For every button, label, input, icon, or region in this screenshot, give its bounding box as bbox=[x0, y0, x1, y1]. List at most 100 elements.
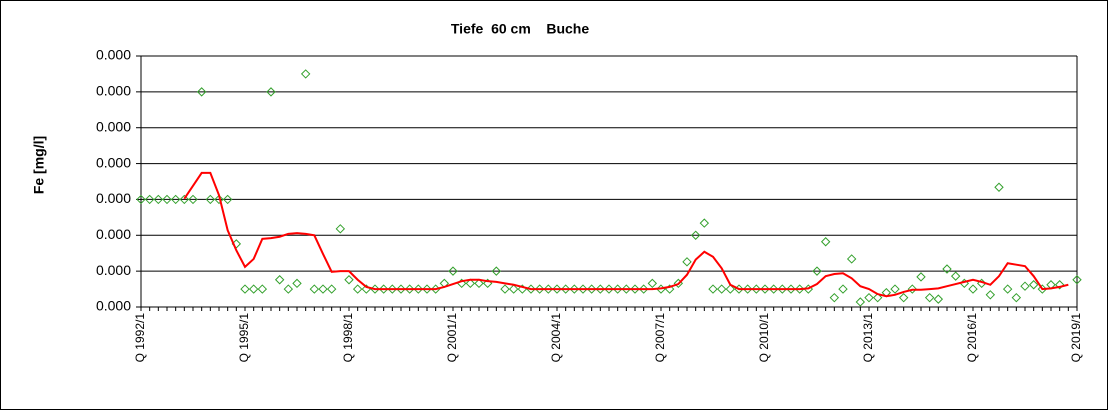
y-tick-label: 0.000 bbox=[96, 83, 131, 99]
data-point bbox=[179, 194, 190, 205]
data-point bbox=[534, 284, 545, 294]
data-point bbox=[578, 284, 588, 294]
data-point bbox=[491, 266, 502, 276]
data-point bbox=[136, 194, 146, 205]
data-point bbox=[292, 278, 302, 289]
data-point bbox=[396, 284, 406, 294]
data-point bbox=[942, 264, 952, 274]
data-point bbox=[950, 271, 961, 281]
data-point bbox=[638, 284, 649, 294]
data-point bbox=[422, 284, 432, 294]
data-point bbox=[1054, 280, 1065, 290]
x-tick-label: Q 2019/1 bbox=[1069, 313, 1083, 363]
data-point bbox=[1072, 275, 1082, 285]
data-point bbox=[690, 230, 701, 240]
data-point bbox=[162, 194, 172, 205]
data-point bbox=[968, 284, 978, 294]
data-point bbox=[205, 194, 216, 205]
data-point bbox=[465, 278, 476, 289]
x-tick-label: Q 2010/1 bbox=[757, 313, 771, 363]
data-point bbox=[890, 284, 900, 294]
data-point bbox=[985, 290, 996, 300]
data-point bbox=[222, 194, 233, 205]
x-tick-label: Q 2004/1 bbox=[549, 313, 563, 363]
data-point bbox=[751, 284, 762, 294]
data-point bbox=[760, 284, 770, 294]
x-tick-label: Q 2001/1 bbox=[445, 313, 459, 363]
data-point bbox=[708, 284, 718, 294]
y-axis-label: Fe [mg/l] bbox=[31, 136, 47, 194]
data-point bbox=[846, 254, 857, 264]
data-point bbox=[508, 284, 519, 294]
data-point bbox=[916, 272, 926, 282]
x-tick-label: Q 2013/1 bbox=[861, 313, 875, 363]
data-point bbox=[1028, 280, 1039, 290]
data-point bbox=[630, 284, 640, 294]
data-point bbox=[309, 284, 320, 294]
data-point bbox=[1011, 292, 1022, 303]
data-point bbox=[725, 284, 736, 294]
data-point bbox=[716, 284, 727, 294]
data-point bbox=[812, 266, 822, 276]
x-tick-label: Q 2016/1 bbox=[965, 313, 979, 363]
data-point bbox=[248, 284, 259, 294]
series-line bbox=[183, 171, 1069, 298]
data-point bbox=[240, 284, 250, 294]
data-point bbox=[933, 294, 944, 304]
data-point bbox=[621, 284, 632, 294]
x-tick-label: Q 2007/1 bbox=[653, 313, 667, 363]
x-tick-label: Q 1992/1 bbox=[133, 313, 147, 363]
data-point bbox=[500, 284, 510, 294]
data-point bbox=[326, 284, 337, 294]
data-point bbox=[820, 237, 831, 247]
chart-title: Tiefe 60 cm Buche bbox=[451, 21, 589, 37]
data-point bbox=[699, 218, 710, 228]
x-tick-label: Q 1998/1 bbox=[341, 313, 355, 363]
y-tick-label: 0.000 bbox=[96, 262, 131, 278]
data-point bbox=[448, 266, 458, 276]
data-point bbox=[768, 284, 779, 294]
data-point bbox=[387, 284, 398, 294]
y-tick-label: 0.000 bbox=[96, 47, 131, 63]
data-point bbox=[898, 292, 909, 303]
y-tick-label: 0.000 bbox=[96, 118, 131, 134]
data-point bbox=[318, 284, 328, 294]
data-point bbox=[1020, 281, 1030, 291]
data-point bbox=[266, 87, 276, 97]
data-point bbox=[214, 194, 224, 205]
data-point bbox=[604, 284, 614, 294]
data-point bbox=[552, 284, 562, 294]
data-point bbox=[612, 284, 623, 294]
data-point bbox=[283, 284, 294, 294]
data-point bbox=[153, 194, 164, 205]
data-point bbox=[560, 284, 571, 294]
data-point bbox=[274, 275, 285, 285]
y-tick-label: 0.000 bbox=[96, 190, 131, 206]
y-tick-label: 0.000 bbox=[96, 154, 131, 170]
data-point bbox=[872, 292, 883, 303]
data-point bbox=[742, 284, 753, 294]
data-point bbox=[196, 87, 207, 97]
data-point bbox=[994, 182, 1004, 192]
data-point bbox=[144, 194, 155, 205]
y-tick-label: 0.000 bbox=[96, 298, 131, 314]
data-point bbox=[777, 284, 788, 294]
data-point bbox=[335, 224, 346, 234]
data-point bbox=[378, 284, 389, 294]
data-point bbox=[257, 284, 268, 294]
data-point bbox=[595, 284, 606, 294]
data-point bbox=[907, 284, 918, 294]
data-point bbox=[647, 278, 658, 289]
data-point bbox=[543, 284, 554, 294]
data-point bbox=[786, 284, 796, 294]
x-tick-label: Q 1995/1 bbox=[237, 313, 251, 363]
data-point bbox=[413, 284, 424, 294]
y-tick-label: 0.000 bbox=[96, 226, 131, 242]
data-point bbox=[864, 292, 874, 303]
data-point bbox=[352, 284, 363, 294]
data-point bbox=[682, 257, 692, 267]
data-point bbox=[300, 69, 311, 79]
